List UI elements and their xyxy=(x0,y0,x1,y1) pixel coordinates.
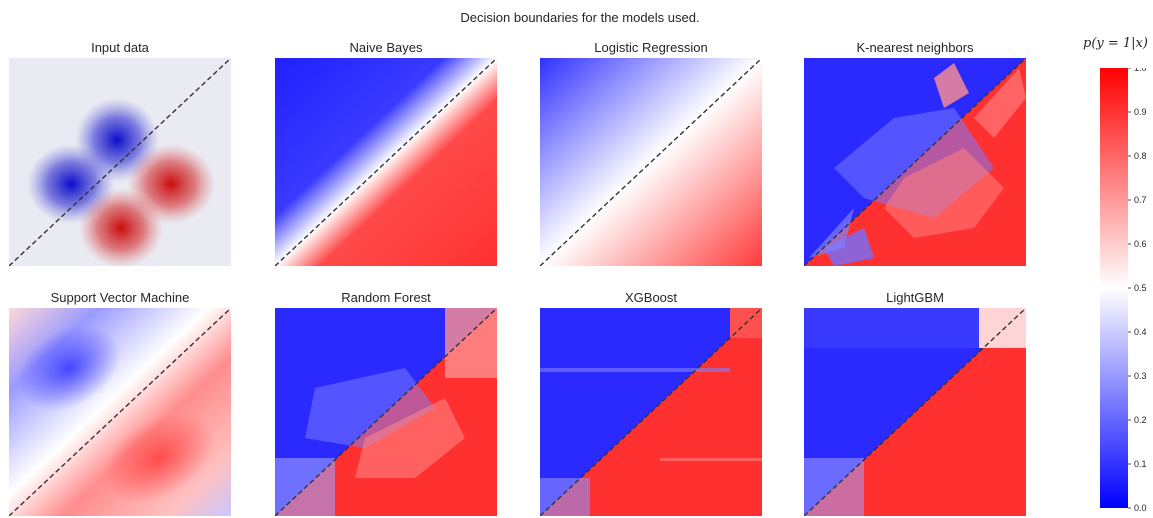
decision-line xyxy=(540,58,762,266)
panel-logistic-regression: Logistic Regression xyxy=(540,40,762,266)
panel-title: K-nearest neighbors xyxy=(856,40,974,55)
panel-lightgbm: LightGBM xyxy=(804,290,1026,516)
heatmap xyxy=(804,58,1026,266)
panel-random-forest: Random Forest xyxy=(275,290,497,516)
colorbar: 0.0 0.1 0.2 0.3 0.4 0.5 0.6 0.7 0.8 0.9 1.0 xyxy=(1100,68,1147,513)
panel-support-vector-machine: Support Vector Machine xyxy=(9,290,231,516)
decision-line xyxy=(804,308,1026,516)
panel-title: Input data xyxy=(91,40,149,55)
heatmap xyxy=(9,308,231,516)
panel-title: Support Vector Machine xyxy=(50,290,190,305)
decision-line xyxy=(804,58,1026,266)
heatmap xyxy=(275,308,497,516)
decision-line xyxy=(9,58,231,266)
decision-line xyxy=(9,308,231,516)
heatmap xyxy=(275,58,497,266)
colorbar-tick-label: 0.3 xyxy=(1134,371,1147,381)
panel-naive-bayes: Naive Bayes xyxy=(275,40,497,266)
colorbar-tick-label: 0.5 xyxy=(1134,283,1147,293)
panel-input-data: Input data xyxy=(9,40,231,266)
scatter-plot xyxy=(9,58,231,266)
colorbar-tick-label: 0.4 xyxy=(1134,327,1147,337)
colorbar-tick-label: 1.0 xyxy=(1134,68,1147,73)
heatmap xyxy=(540,58,762,266)
heatmap xyxy=(540,308,762,516)
colorbar-tick-label: 0.1 xyxy=(1134,459,1147,469)
figure-title: Decision boundaries for the models used. xyxy=(460,10,700,25)
decision-line xyxy=(540,308,762,516)
panel-title: LightGBM xyxy=(886,290,944,305)
panel-title: XGBoost xyxy=(624,290,678,305)
decision-line xyxy=(275,308,497,516)
colorbar-tick-label: 0.8 xyxy=(1134,151,1147,161)
red-cluster-bottom xyxy=(79,188,163,266)
decision-line xyxy=(275,58,497,266)
panel-title: Logistic Regression xyxy=(594,40,708,55)
colorbar-label: p(y = 1|x) xyxy=(1083,36,1148,51)
colorbar-gradient xyxy=(1100,68,1128,508)
panel-k-nearest-neighbors: K-nearest neighbors xyxy=(804,40,1026,266)
heatmap xyxy=(804,308,1026,516)
colorbar-tick-label: 0.9 xyxy=(1134,107,1147,117)
colorbar-tick-label: 0.2 xyxy=(1134,415,1147,425)
panel-title: Naive Bayes xyxy=(349,40,423,55)
colorbar-tick-label: 0.6 xyxy=(1134,239,1147,249)
panel-xgboost: XGBoost xyxy=(540,290,762,516)
colorbar-tick-label: 0.0 xyxy=(1134,503,1147,513)
panel-title: Random Forest xyxy=(341,290,431,305)
colorbar-tick-label: 0.7 xyxy=(1134,195,1147,205)
colorbar-ticks: 0.0 0.1 0.2 0.3 0.4 0.5 0.6 0.7 0.8 0.9 1.0 xyxy=(1128,68,1147,513)
